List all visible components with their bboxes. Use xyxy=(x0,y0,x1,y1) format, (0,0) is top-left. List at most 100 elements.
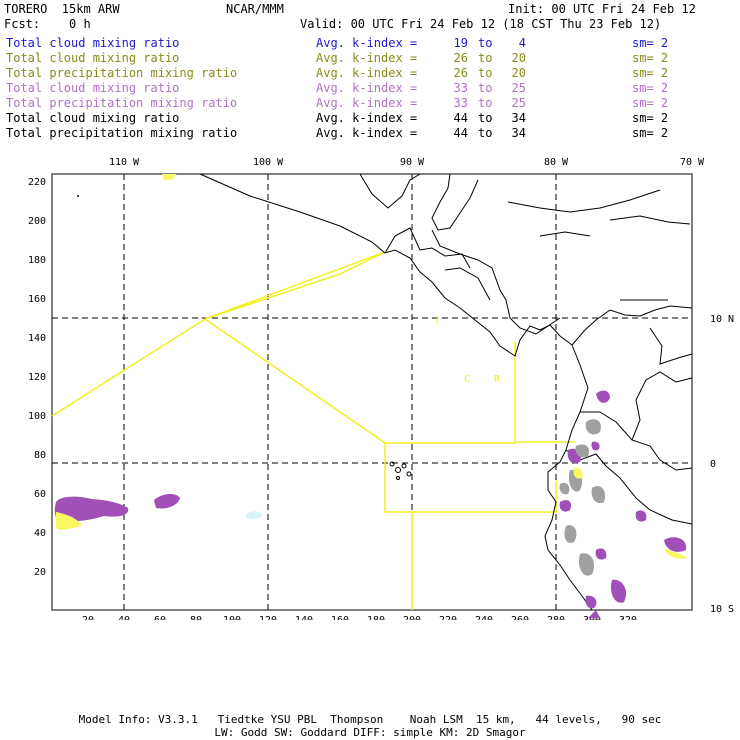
longitude-label: 70 W xyxy=(680,157,705,168)
legend-row: Total precipitation mixing ratio Avg. k-i… xyxy=(6,126,706,140)
precip-top-yellow xyxy=(162,174,176,180)
boundary-north xyxy=(51,251,386,417)
model-title: TORERO 15km ARW xyxy=(4,2,120,16)
longitude-label: 90 W xyxy=(400,157,425,168)
forecast-hour: Fcst: 0 h xyxy=(4,17,91,31)
legend-smoothing: sm= 2 xyxy=(632,96,669,110)
coast-jamaica xyxy=(539,231,591,237)
legend-value-to: 4 xyxy=(518,36,526,50)
coast-venezuela xyxy=(571,305,693,346)
cloud-peru-5 xyxy=(588,610,600,618)
legend-value-to: 25 xyxy=(511,81,526,95)
legend-label: Total cloud mixing ratio xyxy=(6,81,180,95)
y-tick-label: 140 xyxy=(28,333,46,344)
legend-value-from: 33 xyxy=(453,81,468,95)
legend-smoothing: sm= 2 xyxy=(632,51,669,65)
legend-row: Total cloud mixing ratio Avg. k-index = 33… xyxy=(6,81,706,95)
longitude-label: 80 W xyxy=(544,157,569,168)
precip-peru-2 xyxy=(578,553,595,576)
coast-central-america-east xyxy=(431,229,561,335)
region-label-r: R xyxy=(494,374,501,385)
cloud-brazil-2 xyxy=(664,537,687,552)
precip-ecuador-3 xyxy=(559,482,570,495)
legend-to: to xyxy=(478,36,493,50)
legend-smoothing: sm= 2 xyxy=(632,66,669,80)
legend-smoothing: sm= 2 xyxy=(632,81,669,95)
y-tick-label: 200 xyxy=(28,216,46,227)
precip-peru-3 xyxy=(591,485,606,504)
x-tick-label: 320 xyxy=(619,615,637,620)
legend-to: to xyxy=(478,111,493,125)
region-label-c: C xyxy=(464,374,470,385)
cloud-fields xyxy=(54,174,688,618)
model-info-line1: Model Info: V3.3.1 Tiedtke YSU PBL Thomp… xyxy=(78,713,662,726)
longitude-labels: 110 W 100 W 90 W 80 W 70 W xyxy=(109,157,705,168)
model-info-line2: LW: Godd SW: Goddard DIFF: simple KM: 2D… xyxy=(214,726,526,739)
y-tick-label: 60 xyxy=(34,489,46,500)
island-dot xyxy=(77,195,79,197)
legend-label: Total cloud mixing ratio xyxy=(6,36,180,50)
legend-value-to: 34 xyxy=(511,126,526,140)
y-tick-label: 120 xyxy=(28,372,46,383)
latitude-label: 0 xyxy=(710,459,716,470)
legend-to: to xyxy=(478,51,493,65)
y-tick-label: 100 xyxy=(28,411,46,422)
legend-label: Total precipitation mixing ratio xyxy=(6,126,238,140)
coastlines xyxy=(199,173,693,611)
precip-ecuador-yellow xyxy=(573,467,583,479)
legend-kindex: Avg. k-index = xyxy=(316,66,418,80)
x-tick-label: 280 xyxy=(547,615,565,620)
legend-to: to xyxy=(478,66,493,80)
legend-kindex: Avg. k-index = xyxy=(316,111,418,125)
legend-row: Total cloud mixing ratio Avg. k-index = 44… xyxy=(6,111,706,125)
coast-cuba xyxy=(507,189,661,213)
coast-yucatan xyxy=(431,173,479,231)
map-panel: 110 W 100 W 90 W 80 W 70 W 10 N 0 10 S 220 200 1… xyxy=(28,157,734,620)
legend-row: Total precipitation mixing ratio Avg. k-i… xyxy=(6,96,706,110)
cloud-cyan xyxy=(246,511,262,520)
boundary-inner xyxy=(204,318,516,444)
coast-central-america-west xyxy=(199,173,573,357)
border-venezuela xyxy=(631,371,693,441)
latitude-labels: 10 N 0 10 S xyxy=(710,314,734,615)
legend-kindex: Avg. k-index = xyxy=(316,51,418,65)
precip-peru-1 xyxy=(564,525,577,543)
x-tick-label: 260 xyxy=(511,615,529,620)
y-tick-label: 160 xyxy=(28,294,46,305)
legend-to: to xyxy=(478,126,493,140)
cloud-colombia-1 xyxy=(596,390,610,403)
border-guatemala xyxy=(384,227,471,269)
border-peru-brazil xyxy=(605,465,693,525)
cloud-west-purple xyxy=(54,496,129,522)
y-tick-label: 180 xyxy=(28,255,46,266)
cloud-brazil-1 xyxy=(635,510,647,522)
x-tick-label: 20 xyxy=(82,615,94,620)
init-time: Init: 00 UTC Fri 24 Feb 12 xyxy=(508,2,696,16)
x-tick-label: 180 xyxy=(367,615,385,620)
cloud-mid-purple xyxy=(154,494,180,509)
legend-kindex: Avg. k-index = xyxy=(316,126,418,140)
coast-hispaniola xyxy=(609,215,691,225)
x-tick-label: 140 xyxy=(295,615,313,620)
y-tick-label: 40 xyxy=(34,528,46,539)
x-tick-label: 240 xyxy=(475,615,493,620)
y-tick-label: 20 xyxy=(34,567,46,578)
legend-label: Total cloud mixing ratio xyxy=(6,111,180,125)
coast-lake xyxy=(649,327,693,365)
legend-kindex: Avg. k-index = xyxy=(316,81,418,95)
legend-value-from: 26 xyxy=(453,66,468,80)
y-tick-label: 220 xyxy=(28,177,46,188)
border-nicaragua xyxy=(444,267,491,301)
latitude-label: 10 N xyxy=(710,314,734,325)
x-tick-label: 160 xyxy=(331,615,349,620)
legend-value-from: 33 xyxy=(453,96,468,110)
valid-time: Valid: 00 UTC Fri 24 Feb 12 (18 CST Thu … xyxy=(300,17,662,31)
latitude-label: 10 S xyxy=(710,604,734,615)
cloud-colombia-2 xyxy=(591,441,600,451)
y-axis-ticks: 220 200 180 160 140 120 100 80 60 40 20 xyxy=(28,177,46,578)
longitude-label: 100 W xyxy=(253,157,284,168)
precip-brazil-yellow xyxy=(664,548,688,559)
legend-to: to xyxy=(478,96,493,110)
legend-value-to: 25 xyxy=(511,96,526,110)
x-tick-label: 120 xyxy=(259,615,277,620)
